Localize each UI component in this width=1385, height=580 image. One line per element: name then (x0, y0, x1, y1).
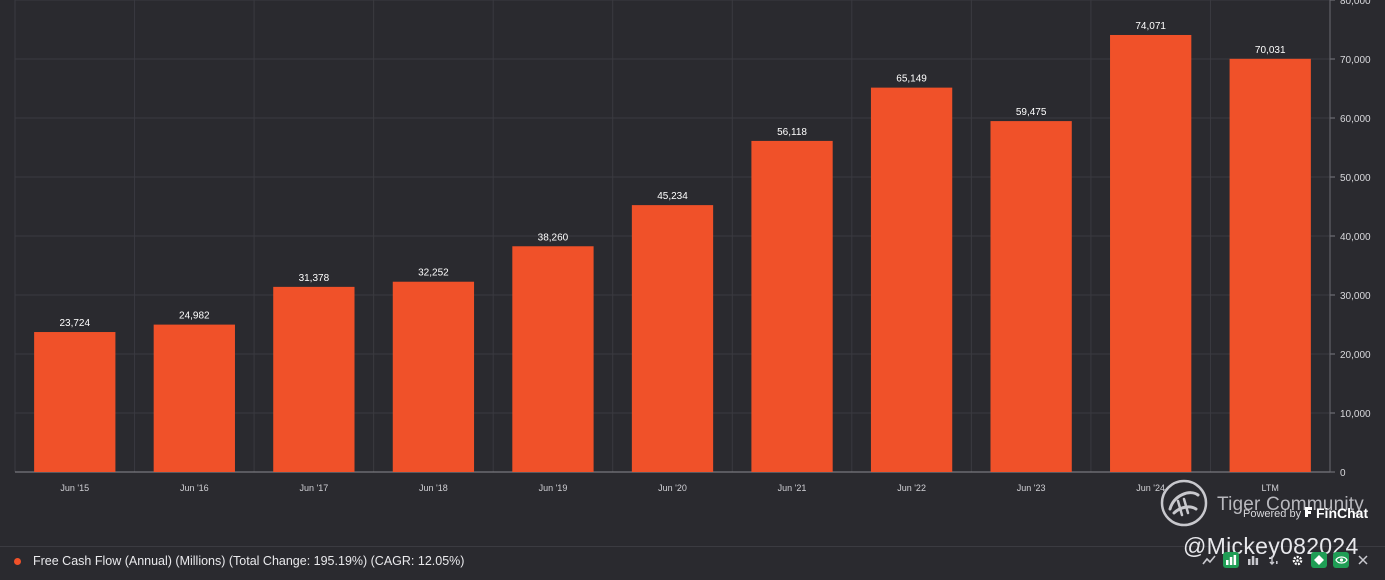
author-handle: @Mickey082024 (1183, 533, 1359, 559)
data-label: 65,149 (896, 74, 927, 85)
bar (392, 281, 475, 472)
y-tick-label: 70,000 (1340, 55, 1371, 66)
tiger-logo-icon (1160, 479, 1208, 527)
bar (990, 121, 1072, 472)
y-tick-label: 40,000 (1340, 232, 1371, 243)
x-tick-label: Jun '16 (180, 483, 209, 493)
finchat-brand: FinChat (1316, 505, 1369, 521)
bar-chart: 0 10,000 20,000 30,000 40,000 50,000 60,000 70,… (14, 0, 1371, 493)
y-tick-label: 50,000 (1340, 173, 1371, 184)
eye-icon[interactable] (1333, 552, 1349, 568)
close-icon[interactable] (1355, 552, 1371, 568)
columns-icon[interactable] (1245, 552, 1261, 568)
x-tick-label: Jun '22 (897, 483, 926, 493)
data-label: 74,071 (1135, 21, 1166, 32)
trend-icon[interactable] (1201, 552, 1217, 568)
settings-icon[interactable] (1289, 552, 1305, 568)
footer-divider (0, 546, 1385, 547)
legend-dot-icon (14, 557, 21, 565)
powered-by-label: Powered by (1243, 508, 1302, 520)
tiger-community-watermark: Tiger Community Powered by FinChat (1160, 479, 1375, 529)
data-label: 45,234 (657, 191, 688, 202)
data-label: 23,724 (59, 318, 90, 329)
x-tick-label: Jun '15 (60, 483, 89, 493)
sort-icon[interactable] (1267, 552, 1283, 568)
bar-chart-icon[interactable] (1223, 552, 1239, 568)
data-label: 38,260 (538, 232, 569, 243)
x-tick-label: Jun '19 (539, 483, 568, 493)
y-tick-label: 10,000 (1340, 409, 1371, 420)
finchat-logo-icon (1305, 507, 1312, 517)
x-tick-label: LTM (1262, 483, 1279, 493)
chart-area: 0 10,000 20,000 30,000 40,000 50,000 60,000 70,… (14, 0, 1371, 493)
bar (273, 286, 355, 472)
bar (1110, 34, 1192, 472)
bar (1229, 58, 1311, 472)
tag-icon[interactable] (1311, 552, 1327, 568)
x-tick-label: Jun '17 (299, 483, 328, 493)
y-tick-label: 80,000 (1340, 0, 1371, 7)
data-label: 59,475 (1016, 107, 1047, 118)
x-tick-label: Jun '20 (658, 483, 687, 493)
x-tick-label: Jun '18 (419, 483, 448, 493)
y-tick-label: 30,000 (1340, 291, 1371, 302)
bar (631, 205, 714, 473)
legend[interactable]: Free Cash Flow (Annual) (Millions) (Tota… (14, 553, 464, 569)
y-tick-label: 0 (1340, 468, 1346, 479)
data-label: 32,252 (418, 268, 449, 279)
data-label: 24,982 (179, 311, 210, 322)
chart-toolbar (1201, 551, 1371, 569)
data-label: 56,118 (777, 127, 807, 138)
y-tick-label: 60,000 (1340, 114, 1371, 125)
bar (870, 87, 953, 472)
bar (34, 332, 116, 472)
x-tick-label: Jun '23 (1017, 483, 1046, 493)
bar (153, 324, 235, 472)
y-tick-label: 20,000 (1340, 350, 1371, 361)
x-tick-label: Jun '24 (1136, 483, 1165, 493)
bar (512, 246, 594, 472)
watermark-title: Tiger Community (1217, 494, 1364, 515)
data-label: 31,378 (299, 273, 330, 284)
bar (751, 140, 833, 472)
legend-label: Free Cash Flow (Annual) (Millions) (Tota… (33, 554, 465, 568)
data-label: 70,031 (1255, 45, 1286, 56)
x-tick-label: Jun '21 (778, 483, 807, 493)
